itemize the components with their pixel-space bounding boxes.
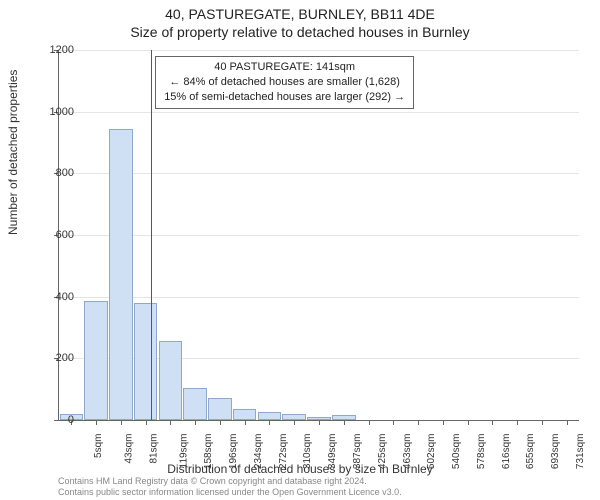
xtick-mark [567, 420, 568, 425]
annotation-line: 15% of semi-detached houses are larger (… [164, 90, 405, 105]
xtick-mark [344, 420, 345, 425]
gridline [59, 50, 579, 51]
xtick-mark [294, 420, 295, 425]
gridline [59, 112, 579, 113]
xtick-label: 5sqm [93, 434, 104, 458]
xtick-label: 158sqm [204, 434, 215, 470]
xtick-label: 43sqm [124, 434, 135, 464]
histogram-bar [159, 341, 183, 420]
histogram-bar [134, 303, 158, 420]
histogram-bar [233, 409, 257, 420]
annotation-line: 40 PASTUREGATE: 141sqm [164, 60, 405, 75]
gridline [59, 297, 579, 298]
y-axis-label: Number of detached properties [6, 70, 20, 235]
xtick-mark [146, 420, 147, 425]
xtick-label: 234sqm [253, 434, 264, 470]
xtick-mark [319, 420, 320, 425]
gridline [59, 235, 579, 236]
ytick-label: 0 [68, 414, 74, 426]
xtick-label: 731sqm [575, 434, 586, 470]
histogram-bar [208, 398, 232, 420]
plot-area: 40 PASTUREGATE: 141sqm← 84% of detached … [58, 50, 579, 421]
ytick-label: 1000 [50, 106, 74, 118]
ytick-label: 400 [56, 291, 74, 303]
xtick-label: 349sqm [327, 434, 338, 470]
xtick-label: 81sqm [148, 434, 159, 464]
histogram-bar [109, 129, 133, 420]
title-address: 40, PASTUREGATE, BURNLEY, BB11 4DE [0, 0, 600, 22]
xtick-mark [96, 420, 97, 425]
xtick-label: 502sqm [426, 434, 437, 470]
gridline [59, 173, 579, 174]
xtick-mark [542, 420, 543, 425]
xtick-mark [492, 420, 493, 425]
histogram-bar [258, 412, 282, 420]
xtick-label: 196sqm [228, 434, 239, 470]
ytick-label: 200 [56, 352, 74, 364]
xtick-label: 119sqm [178, 434, 189, 469]
xtick-mark [170, 420, 171, 425]
xtick-mark [443, 420, 444, 425]
footer-attribution: Contains HM Land Registry data © Crown c… [58, 476, 402, 498]
ytick-label: 800 [56, 167, 74, 179]
xtick-mark [245, 420, 246, 425]
xtick-label: 540sqm [451, 434, 462, 470]
xtick-mark [393, 420, 394, 425]
xtick-mark [369, 420, 370, 425]
histogram-bar [84, 301, 108, 420]
xtick-label: 387sqm [352, 434, 363, 470]
ytick-mark [54, 420, 59, 421]
xtick-mark [121, 420, 122, 425]
xtick-mark [220, 420, 221, 425]
footer-line: Contains public sector information licen… [58, 487, 402, 498]
xtick-mark [468, 420, 469, 425]
ytick-label: 1200 [50, 44, 74, 56]
xtick-mark [195, 420, 196, 425]
xtick-mark [418, 420, 419, 425]
histogram-bar [183, 388, 207, 420]
xtick-label: 463sqm [402, 434, 413, 470]
ytick-label: 600 [56, 229, 74, 241]
xtick-label: 425sqm [377, 434, 388, 470]
xtick-mark [269, 420, 270, 425]
xtick-label: 578sqm [476, 434, 487, 470]
xtick-label: 616sqm [501, 434, 512, 470]
xtick-label: 655sqm [525, 434, 536, 470]
chart-container: 40, PASTUREGATE, BURNLEY, BB11 4DE Size … [0, 0, 600, 500]
xtick-label: 693sqm [550, 434, 561, 470]
xtick-label: 310sqm [303, 434, 314, 470]
xtick-mark [517, 420, 518, 425]
footer-line: Contains HM Land Registry data © Crown c… [58, 476, 402, 487]
title-subtitle: Size of property relative to detached ho… [0, 22, 600, 40]
annotation-box: 40 PASTUREGATE: 141sqm← 84% of detached … [155, 56, 414, 109]
property-marker-line [151, 50, 152, 420]
xtick-label: 272sqm [278, 434, 289, 470]
annotation-line: ← 84% of detached houses are smaller (1,… [164, 75, 405, 90]
